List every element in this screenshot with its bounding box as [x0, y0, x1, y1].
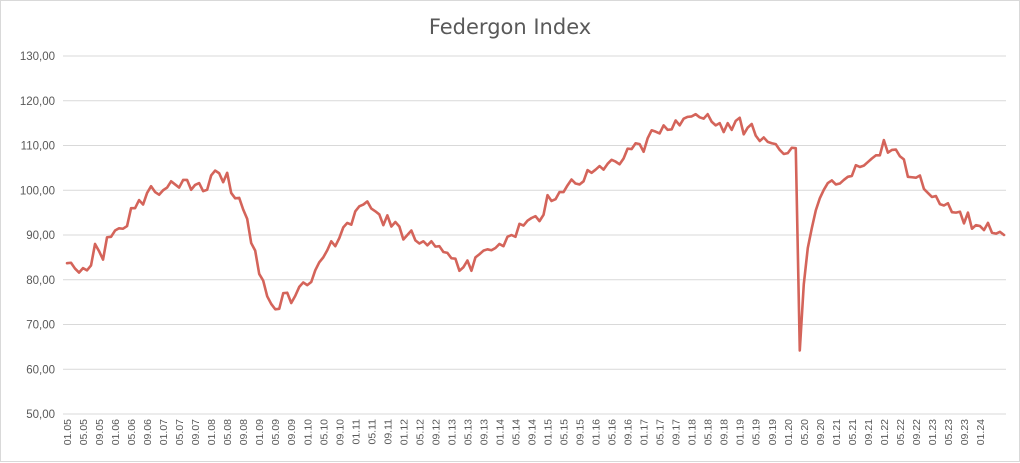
y-tick-label: 110,00 — [21, 141, 55, 153]
x-tick-label: 05.15 — [559, 419, 571, 445]
series-line — [65, 112, 1006, 352]
x-tick-label: 01.08 — [206, 419, 218, 445]
x-tick-label: 01.19 — [735, 419, 747, 445]
x-tick-label: 05.20 — [799, 419, 811, 445]
x-tick-label: 01.24 — [975, 419, 987, 445]
x-axis-ticks: 01.05 05.05 09.05 01.06 05.06 09.06 01.07 05.07… — [62, 419, 987, 445]
y-tick-label: 100,00 — [20, 185, 55, 197]
x-tick-label: 09.20 — [815, 419, 827, 445]
x-tick-label: 09.10 — [334, 419, 346, 445]
x-tick-label: 09.13 — [478, 419, 490, 445]
y-tick-label: 120,00 — [20, 96, 55, 108]
x-tick-label: 01.15 — [543, 419, 555, 445]
y-tick-label: 90,00 — [26, 230, 55, 242]
x-tick-label: 09.23 — [959, 419, 971, 445]
x-tick-label: 09.14 — [527, 419, 539, 445]
x-tick-label: 05.23 — [943, 419, 955, 445]
x-tick-label: 01.06 — [110, 419, 122, 445]
x-tick-label: 05.16 — [607, 419, 619, 445]
x-tick-label: 01.12 — [398, 419, 410, 445]
x-tick-label: 05.14 — [510, 419, 522, 445]
x-tick-label: 05.07 — [174, 419, 186, 445]
x-tick-label: 05.21 — [847, 419, 859, 445]
x-tick-label: 05.08 — [222, 419, 234, 445]
x-tick-label: 05.10 — [318, 419, 330, 445]
x-tick-label: 09.21 — [863, 419, 875, 445]
x-tick-label: 05.19 — [751, 419, 763, 445]
x-tick-label: 01.05 — [62, 419, 74, 445]
x-tick-label: 09.07 — [190, 419, 202, 445]
x-tick-label: 09.09 — [286, 419, 298, 445]
y-tick-label: 60,00 — [26, 364, 55, 376]
x-tick-label: 01.17 — [639, 419, 651, 445]
x-tick-label: 01.07 — [158, 419, 170, 445]
x-tick-label: 01.23 — [927, 419, 939, 445]
gridlines — [63, 55, 1006, 415]
x-tick-label: 01.21 — [831, 419, 843, 445]
x-tick-label: 05.06 — [126, 419, 138, 445]
x-tick-label: 05.12 — [414, 419, 426, 445]
x-tick-label: 05.09 — [270, 419, 282, 445]
y-tick-label: 50,00 — [26, 409, 55, 421]
x-tick-label: 01.20 — [783, 419, 795, 445]
x-tick-label: 01.09 — [254, 419, 266, 445]
y-tick-label: 130,00 — [20, 51, 55, 63]
x-tick-label: 05.18 — [703, 419, 715, 445]
y-tick-label: 70,00 — [26, 320, 55, 332]
x-tick-label: 09.15 — [575, 419, 587, 445]
x-tick-label: 05.11 — [366, 419, 378, 445]
x-tick-label: 01.16 — [591, 419, 603, 445]
x-tick-label: 09.19 — [767, 419, 779, 445]
chart-title: Federgon Index — [428, 15, 592, 39]
x-tick-label: 05.13 — [462, 419, 474, 445]
y-axis-ticks: 50,00 60,00 70,00 80,00 90,00 100,00 110,00 120… — [20, 51, 55, 421]
x-tick-label: 05.22 — [895, 419, 907, 445]
x-tick-label: 01.13 — [446, 419, 458, 445]
x-tick-label: 09.22 — [911, 419, 923, 445]
x-tick-label: 01.22 — [879, 419, 891, 445]
x-tick-label: 01.11 — [350, 419, 362, 445]
x-tick-label: 09.18 — [719, 419, 731, 445]
x-tick-label: 09.17 — [671, 419, 683, 445]
x-tick-label: 05.17 — [655, 419, 667, 445]
x-tick-label: 09.11 — [382, 419, 394, 445]
x-tick-label: 09.16 — [623, 419, 635, 445]
y-tick-label: 80,00 — [26, 275, 55, 287]
x-tick-label: 01.14 — [494, 419, 506, 445]
x-tick-label: 01.10 — [302, 419, 314, 445]
x-tick-label: 09.08 — [238, 419, 250, 445]
x-tick-label: 05.05 — [78, 419, 90, 445]
series-layer — [65, 112, 1006, 352]
x-tick-label: 09.06 — [142, 419, 154, 445]
x-tick-label: 01.18 — [687, 419, 699, 445]
x-tick-label: 09.12 — [430, 419, 442, 445]
x-tick-label: 09.05 — [94, 419, 106, 445]
